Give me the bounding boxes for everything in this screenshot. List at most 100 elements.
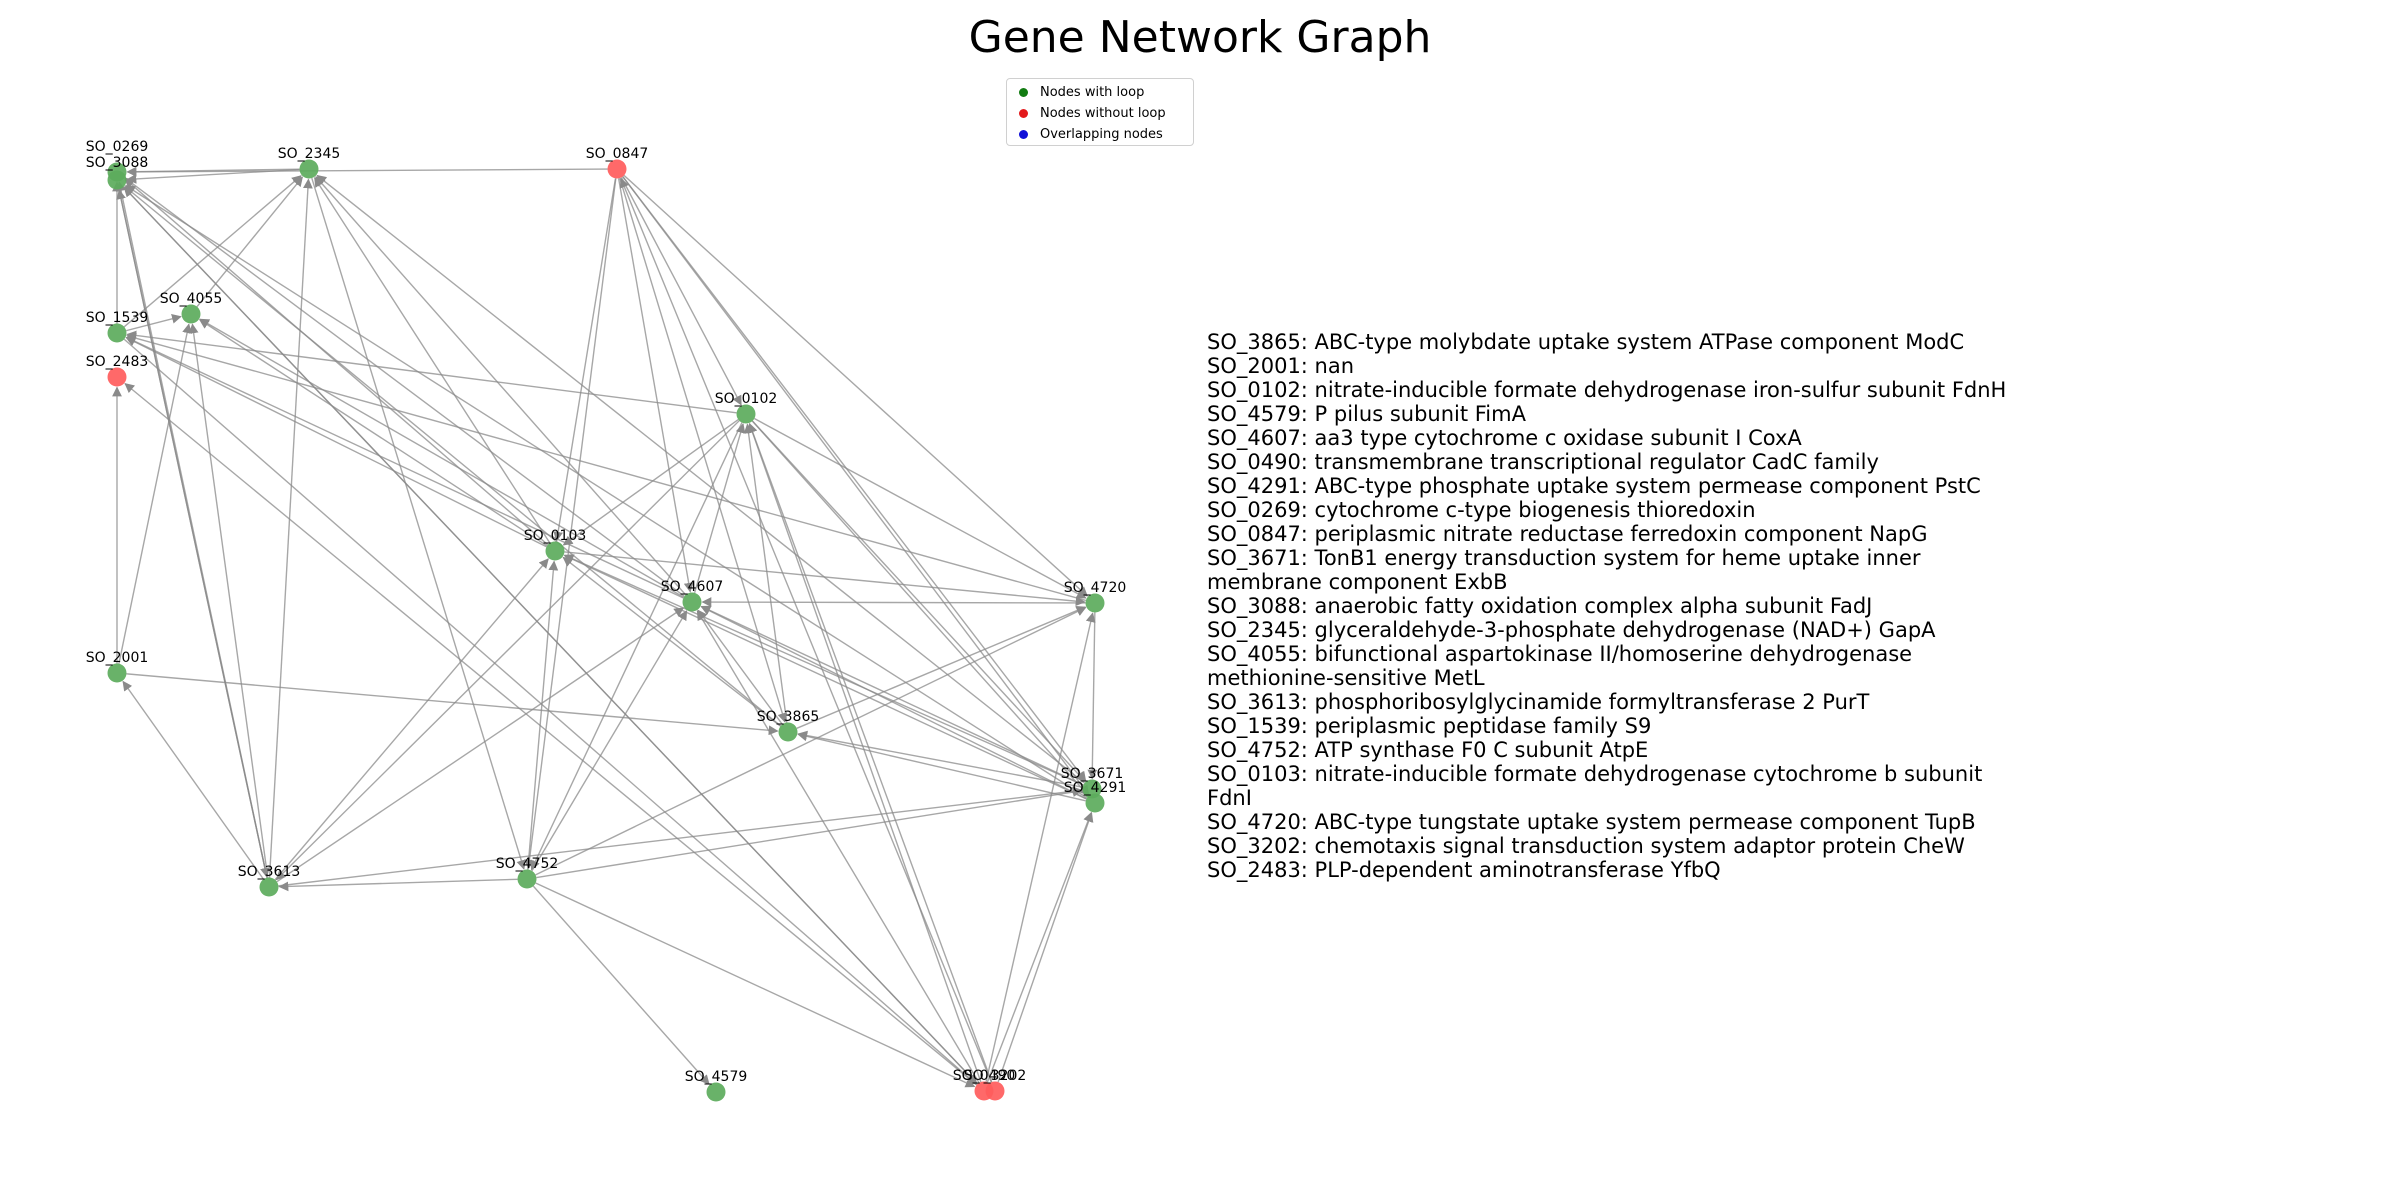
node-label-SO_4055: SO_4055	[160, 291, 223, 307]
edge-SO_0490-SO_4291	[986, 811, 1093, 1083]
edge-SO_0847-SO_4607	[617, 178, 694, 593]
gene-description: SO_4579: P pilus subunit FimA	[1207, 402, 1526, 426]
gene-description: SO_0102: nitrate-inducible formate dehyd…	[1207, 378, 2007, 402]
node-label-SO_4720: SO_4720	[1064, 580, 1127, 596]
node-SO_0847[interactable]	[607, 159, 627, 179]
edge-SO_0847-SO_4720	[623, 174, 1088, 597]
edge-SO_0103-SO_2345	[314, 177, 551, 544]
edge-SO_4752-SO_0490	[535, 882, 976, 1088]
edge-SO_3613-SO_4607	[276, 607, 685, 883]
gene-description: SO_0847: periplasmic nitrate reductase f…	[1207, 522, 1928, 546]
edge-SO_4291-SO_3865	[797, 731, 1086, 802]
node-label-SO_0490: SO_0490	[953, 1068, 1016, 1084]
edge-SO_3202-SO_0847	[619, 177, 993, 1083]
edge-SO_3671-SO_2345	[316, 174, 1085, 784]
legend-marker-without-loop	[1019, 108, 1028, 118]
legend-item-without-loop: Nodes without loop	[1019, 104, 1166, 122]
edge-SO_4291-SO_3088	[125, 185, 1088, 799]
node-label-SO_3088: SO_3088	[86, 155, 149, 171]
legend-label: Nodes without loop	[1040, 105, 1166, 121]
edge-SO_2345-SO_0269	[126, 166, 300, 177]
edge-SO_3613-SO_3671	[278, 786, 1083, 887]
edge-SO_0103-SO_4055	[198, 319, 548, 547]
edge-SO_0102-SO_1539	[126, 330, 737, 414]
edge-SO_3613-SO_0103	[274, 558, 549, 881]
node-label-SO_3865: SO_3865	[757, 709, 820, 725]
node-SO_4607[interactable]	[682, 592, 702, 612]
node-label-SO_2483: SO_2483	[86, 354, 149, 370]
node-label-SO_2001: SO_2001	[86, 650, 149, 666]
edge-SO_3865-SO_4607	[697, 609, 783, 725]
node-SO_2345[interactable]	[299, 159, 319, 179]
edge-SO_3613-SO_4055	[188, 323, 269, 878]
edge-SO_3865-SO_4720	[796, 605, 1087, 729]
node-label-SO_0102: SO_0102	[715, 391, 778, 407]
legend-label: Overlapping nodes	[1040, 126, 1163, 142]
edge-SO_3613-SO_2345	[268, 178, 313, 878]
edge-SO_0490-SO_4607	[696, 610, 980, 1084]
edge-SO_4607-SO_2345	[315, 176, 687, 596]
edge-SO_0847-SO_0269	[126, 166, 608, 177]
node-SO_3613[interactable]	[259, 877, 279, 897]
node-SO_4720[interactable]	[1085, 593, 1105, 613]
edge-SO_3088-SO_0490	[123, 186, 978, 1085]
edge-SO_3671-SO_3865	[797, 730, 1083, 788]
edge-SO_1539-SO_0490	[123, 338, 977, 1085]
node-SO_1539[interactable]	[107, 323, 127, 343]
edge-SO_3088-SO_3613	[118, 189, 270, 878]
edge-SO_0847-SO_0103	[553, 178, 617, 542]
edge-SO_3865-SO_0102	[743, 423, 788, 723]
node-SO_4291[interactable]	[1085, 793, 1105, 813]
edge-SO_2345-SO_4752	[311, 177, 527, 870]
edge-SO_3865-SO_0103	[562, 556, 781, 727]
gene-description: SO_4720: ABC-type tungstate uptake syste…	[1207, 810, 1976, 834]
node-SO_3865[interactable]	[778, 722, 798, 742]
edge-SO_4607-SO_4055	[199, 318, 685, 598]
node-SO_0102[interactable]	[736, 404, 756, 424]
node-label-SO_0269: SO_0269	[86, 139, 149, 155]
node-SO_4752[interactable]	[517, 869, 537, 889]
edge-SO_4752-SO_3671	[536, 787, 1083, 879]
node-label-SO_1539: SO_1539	[86, 310, 149, 326]
edge-SO_0102-SO_4720	[754, 417, 1087, 599]
gene-description-list: SO_3865: ABC-type molybdate uptake syste…	[1207, 330, 2007, 882]
edge-SO_2345-SO_3088	[126, 168, 300, 184]
node-SO_3202[interactable]	[985, 1081, 1005, 1101]
legend-label: Nodes with loop	[1040, 84, 1145, 100]
node-label-SO_3202: SO_3202	[964, 1068, 1027, 1084]
edge-SO_0490-SO_0102	[747, 422, 982, 1083]
node-SO_2001[interactable]	[107, 663, 127, 683]
node-label-SO_4291: SO_4291	[1064, 780, 1127, 796]
edge-SO_0847-SO_3865	[619, 177, 788, 723]
edge-SO_1539-SO_4055	[126, 314, 182, 332]
legend-item-with-loop: Nodes with loop	[1019, 83, 1144, 101]
edge-SO_3202-SO_4291	[997, 811, 1094, 1083]
edge-SO_4291-SO_4607	[700, 606, 1087, 800]
edge-SO_4720-SO_1539	[126, 333, 1087, 602]
edge-SO_0102-SO_4291	[751, 420, 1089, 796]
edge-SO_0490-SO_2483	[124, 383, 978, 1086]
edge-SO_3865-SO_3088	[124, 186, 782, 727]
node-label-SO_2345: SO_2345	[278, 146, 341, 162]
node-SO_3088[interactable]	[107, 170, 127, 190]
edge-SO_3671-SO_4607	[700, 605, 1084, 786]
edge-SO_2001-SO_4055	[118, 323, 192, 664]
gene-description: SO_4607: aa3 type cytochrome c oxidase s…	[1207, 426, 1802, 450]
page-title: Gene Network Graph	[968, 12, 1432, 63]
gene-description: SO_2001: nan	[1207, 354, 1355, 378]
node-SO_0103[interactable]	[545, 541, 565, 561]
edge-SO_4752-SO_4720	[535, 606, 1087, 876]
edge-SO_0103-SO_4720	[564, 551, 1086, 607]
edge-SO_4055-SO_2345	[196, 176, 303, 308]
node-SO_2483[interactable]	[107, 367, 127, 387]
node-label-SO_3613: SO_3613	[238, 864, 301, 880]
edge-SO_4752-SO_3613	[278, 878, 518, 892]
node-SO_4579[interactable]	[706, 1082, 726, 1102]
gene-description: SO_3202: chemotaxis signal transduction …	[1207, 834, 1965, 858]
legend: Nodes with loop Nodes without loop Overl…	[1006, 78, 1194, 146]
edge-SO_4752-SO_4579	[532, 885, 710, 1085]
node-SO_4055[interactable]	[181, 304, 201, 324]
gene-description: SO_4291: ABC-type phosphate uptake syste…	[1207, 474, 1981, 498]
edge-SO_4720-SO_3671	[1087, 612, 1098, 780]
